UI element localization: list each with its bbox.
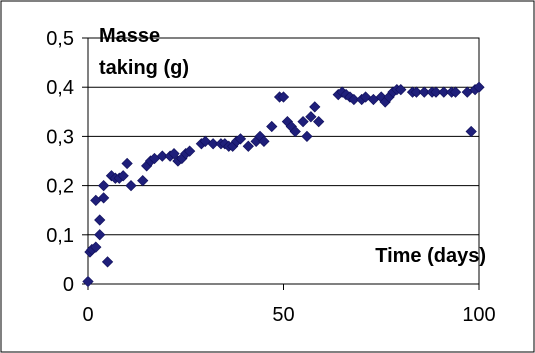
x-tick-label: 0 — [82, 304, 93, 326]
data-point — [418, 86, 430, 98]
data-point — [125, 179, 137, 192]
data-point — [258, 135, 270, 147]
data-point — [473, 81, 485, 93]
x-tick-label: 50 — [272, 304, 294, 326]
x-axis-title: Time (days) — [375, 245, 486, 267]
data-point — [207, 138, 219, 150]
y-axis-title-line-2: taking (g) — [99, 57, 189, 79]
data-point — [313, 116, 325, 128]
data-point — [430, 86, 442, 98]
data-point — [309, 101, 321, 113]
data-point — [289, 125, 301, 138]
data-point — [410, 86, 423, 98]
data-point — [234, 133, 247, 145]
data-point — [137, 175, 149, 187]
data-point — [82, 275, 94, 288]
data-point — [277, 91, 290, 103]
y-axis-ticks: 0 0,1 0,2 0,3 0,4 0,5 — [46, 28, 88, 296]
data-point — [266, 120, 278, 133]
data-point — [156, 150, 168, 162]
y-tick-label: 0,4 — [46, 77, 74, 99]
data-point — [121, 157, 133, 170]
y-tick-label: 0 — [63, 274, 74, 296]
data-point — [168, 147, 180, 160]
data-point — [101, 256, 114, 268]
data-point — [117, 170, 129, 182]
data-point — [465, 125, 477, 138]
data-point — [438, 86, 450, 98]
data-point — [94, 229, 106, 241]
data-point — [98, 179, 110, 192]
y-tick-label: 0,1 — [46, 225, 74, 247]
y-tick-label: 0,2 — [46, 176, 74, 198]
data-point — [449, 86, 462, 98]
data-point — [395, 84, 407, 96]
y-tick-label: 0,3 — [46, 126, 74, 148]
data-point — [242, 140, 254, 152]
data-point — [348, 93, 360, 106]
data-point — [297, 116, 309, 128]
data-points — [82, 81, 485, 288]
data-point — [305, 111, 317, 123]
x-axis-ticks: 0 50 100 — [82, 284, 496, 326]
data-point — [301, 130, 313, 143]
x-tick-label: 100 — [462, 304, 495, 326]
y-axis-title-line-1: Masse — [99, 25, 160, 47]
data-point — [184, 145, 196, 157]
data-point — [90, 241, 102, 253]
y-tick-label: 0,5 — [46, 28, 74, 50]
data-point — [94, 214, 106, 226]
data-point — [98, 192, 110, 204]
